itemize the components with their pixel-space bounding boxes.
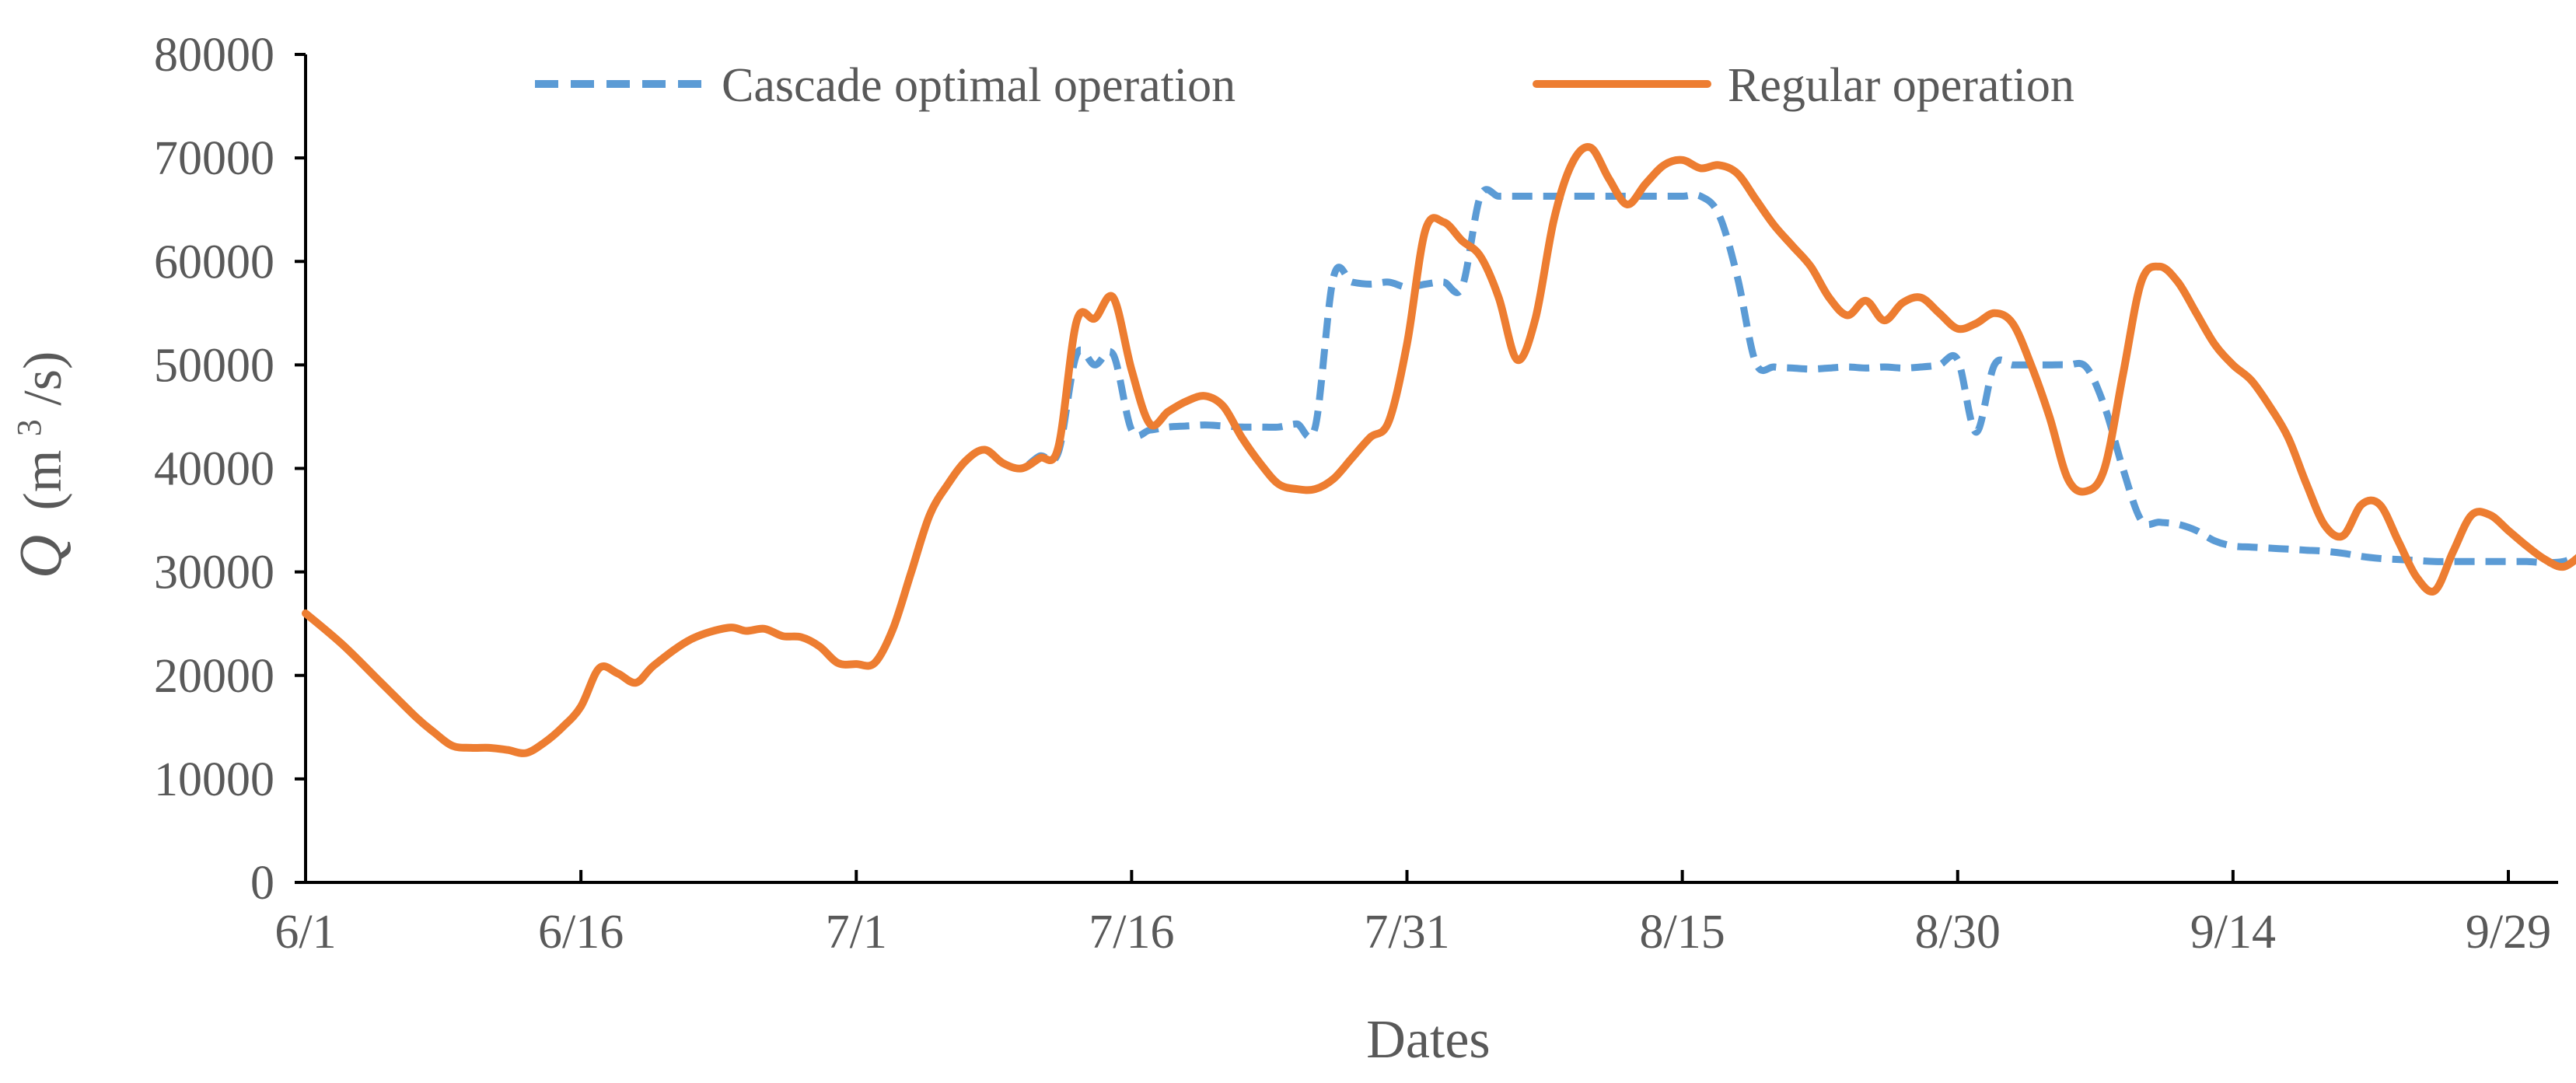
x-tick-label: 8/30 [1915,906,2001,959]
x-tick-label: 7/1 [826,906,887,959]
x-tick-label: 7/31 [1364,906,1449,959]
y-axis: 0 10000 20000 30000 40000 50000 60000 70000 8000… [154,29,307,910]
x-tick-labels: 6/1 6/16 7/1 7/16 7/31 8/15 8/30 9/14 9/29 [274,870,2551,959]
y-tick-label: 30000 [154,547,274,599]
legend-label-regular: Regular operation [1728,59,2074,112]
y-tick-label: 20000 [154,650,274,703]
y-tick-label: 40000 [154,443,274,496]
y-tick-label: 10000 [154,753,274,806]
y-axis-unit-power: 3 [10,419,48,436]
y-tick-labels: 0 10000 20000 30000 40000 50000 60000 70000 8000… [154,29,306,910]
x-axis: 6/1 6/16 7/1 7/16 7/31 8/15 8/30 9/14 9/29 [274,870,2558,959]
x-tick-label: 8/15 [1640,906,1725,959]
legend-item-cascade: Cascade optimal operation [535,59,1236,112]
x-axis-title: Dates [1366,1010,1490,1070]
legend: Cascade optimal operation Regular operat… [535,59,2074,112]
y-tick-label: 70000 [154,132,274,185]
y-axis-symbol: Q [6,535,74,578]
y-axis-unit-prefix: (m [13,450,73,511]
y-axis-title: Q (m 3 /s) [0,351,74,579]
y-tick-label: 0 [250,857,274,910]
x-tick-label: 9/14 [2190,906,2276,959]
x-tick-label: 9/29 [2466,906,2551,959]
x-tick-label: 6/1 [274,906,336,959]
legend-label-cascade: Cascade optimal operation [722,59,1236,112]
y-axis-unit-suffix: /s) [13,351,73,406]
legend-item-regular: Regular operation [1533,59,2074,112]
series-line-regular-operation [302,143,2576,757]
y-tick-label: 50000 [154,339,274,392]
x-tick-label: 6/16 [538,906,624,959]
series-layer [302,143,2576,757]
x-tick-label: 7/16 [1089,906,1174,959]
y-tick-label: 60000 [154,236,274,288]
y-tick-label: 80000 [154,29,274,82]
